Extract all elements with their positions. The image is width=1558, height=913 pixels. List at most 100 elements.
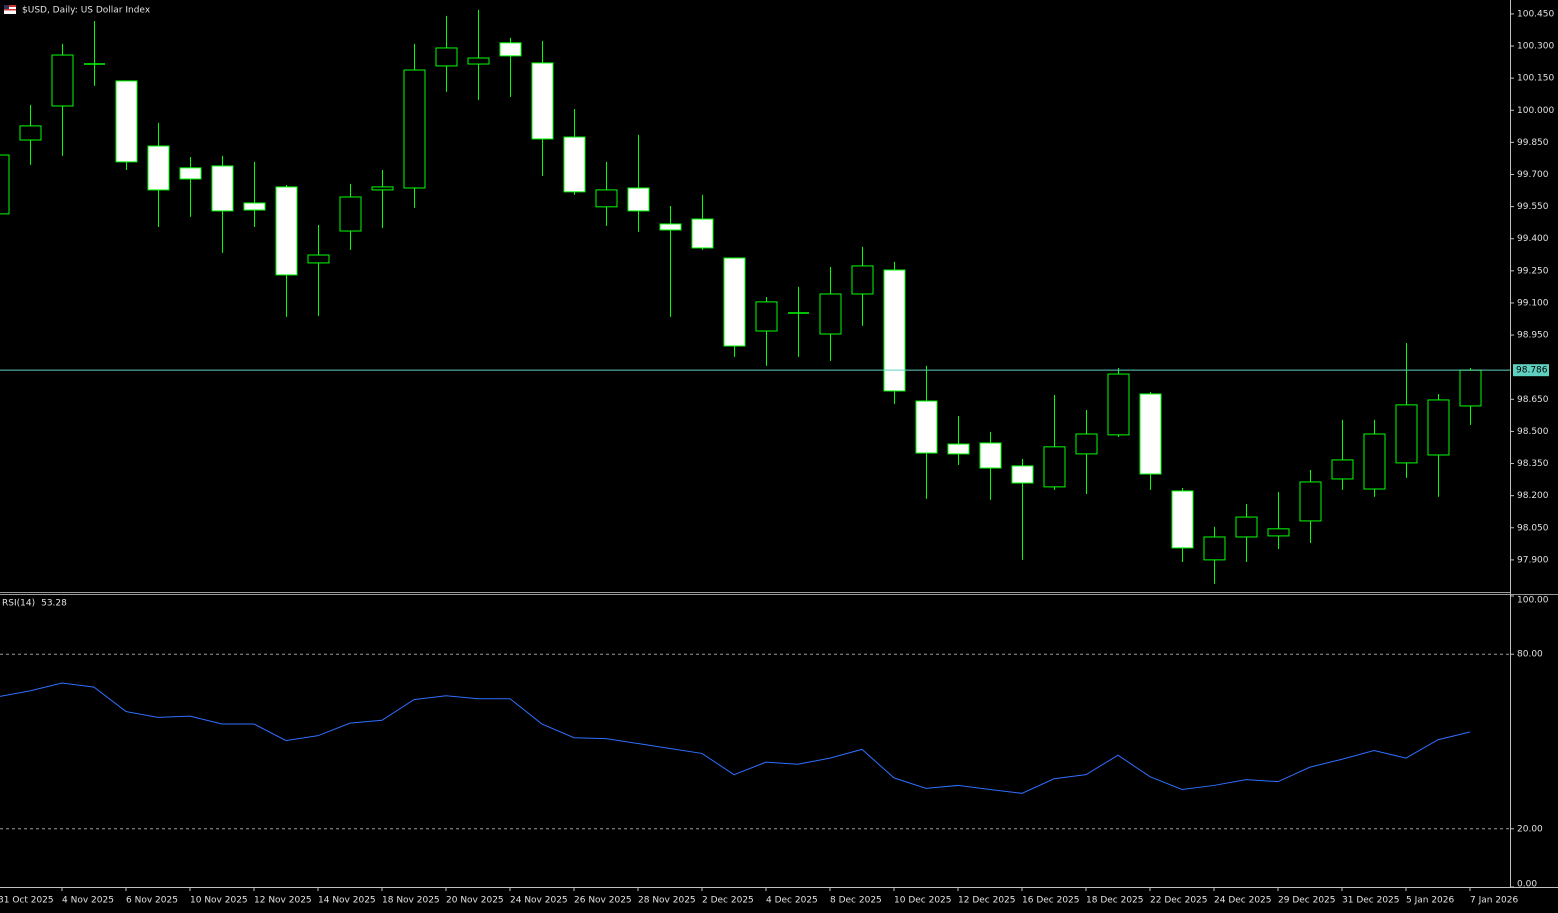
candle-body <box>179 167 202 180</box>
candle-body <box>147 145 170 191</box>
x-tick-label: 6 Nov 2025 <box>126 896 178 906</box>
y-tick-label: 100.000 <box>1517 106 1554 116</box>
candle-body <box>563 136 586 193</box>
x-tick-label: 14 Nov 2025 <box>318 896 376 906</box>
candle-body <box>595 189 618 208</box>
y-tick-label: 97.900 <box>1517 555 1549 565</box>
candle-body <box>1331 459 1354 480</box>
y-tick-label: 99.400 <box>1517 234 1549 244</box>
y-tick-label: 80.00 <box>1517 650 1543 660</box>
candle-body <box>979 442 1002 469</box>
x-tick-label: 28 Nov 2025 <box>638 896 696 906</box>
candle-body <box>1235 516 1258 538</box>
current-price-label: 98.786 <box>1516 366 1548 376</box>
indicator-value: 53.28 <box>41 599 67 609</box>
x-tick-label: 2 Dec 2025 <box>702 896 754 906</box>
candle-body <box>275 186 298 276</box>
candle-body <box>1043 446 1066 488</box>
current-price-box <box>1513 364 1549 377</box>
x-tick-label: 8 Dec 2025 <box>830 896 882 906</box>
candle-body <box>659 223 682 231</box>
y-tick-label: 99.250 <box>1517 266 1549 276</box>
candle-body <box>947 443 970 455</box>
candle-body <box>1427 399 1450 456</box>
y-tick-label: 98.650 <box>1517 395 1549 405</box>
x-tick-label: 22 Dec 2025 <box>1150 896 1208 906</box>
x-tick-label: 4 Nov 2025 <box>62 896 114 906</box>
chart-title: $USD, Daily: US Dollar Index <box>22 6 151 16</box>
candle-body <box>467 57 490 65</box>
y-tick-label: 98.950 <box>1517 331 1549 341</box>
candle-body <box>499 42 522 57</box>
x-tick-label: 20 Nov 2025 <box>446 896 504 906</box>
candle-body <box>307 254 330 264</box>
candle-body <box>1139 393 1162 475</box>
candle-body <box>0 154 10 215</box>
y-tick-label: 99.100 <box>1517 298 1549 308</box>
candle-body <box>1395 404 1418 464</box>
candle-body <box>403 69 426 189</box>
candle-body <box>1267 528 1290 537</box>
x-tick-label: 10 Dec 2025 <box>894 896 952 906</box>
axes: 100.450 100.300 100.150 100.000 99.850 99.700… <box>0 9 1554 905</box>
y-tick-label: 100.00 <box>1517 596 1549 606</box>
x-tick-label: 7 Jan 2026 <box>1470 896 1518 906</box>
y-tick-label: 100.150 <box>1517 74 1554 84</box>
x-tick-label: 24 Nov 2025 <box>510 896 568 906</box>
y-tick-label: 98.050 <box>1517 523 1549 533</box>
candle-body <box>115 80 138 163</box>
candle-body <box>883 269 906 392</box>
candle-body <box>371 186 394 191</box>
y-tick-label: 98.350 <box>1517 459 1549 469</box>
candle-body <box>51 54 74 107</box>
x-tick-label: 31 Oct 2025 <box>0 896 54 906</box>
price-panel <box>0 9 1510 584</box>
candle-body <box>723 257 746 347</box>
symbol-flag <box>4 5 16 14</box>
candle-body <box>211 165 234 212</box>
candle-body <box>915 400 938 454</box>
x-tick-label: 10 Nov 2025 <box>190 896 248 906</box>
x-tick-label: 24 Dec 2025 <box>1214 896 1272 906</box>
candle-body <box>1299 481 1322 522</box>
candle-body <box>851 265 874 295</box>
y-tick-label: 0.00 <box>1517 880 1537 890</box>
candle-body <box>1203 536 1226 561</box>
y-tick-label: 100.300 <box>1517 42 1554 52</box>
indicator-name: RSI(14) <box>2 599 35 609</box>
x-tick-label: 18 Dec 2025 <box>1086 896 1144 906</box>
rsi-panel <box>0 653 1510 830</box>
candle-body <box>435 47 458 67</box>
candle-body <box>691 218 714 249</box>
candle-body <box>1075 433 1098 455</box>
candle-body <box>243 202 266 211</box>
x-tick-label: 18 Nov 2025 <box>382 896 440 906</box>
y-tick-label: 98.200 <box>1517 491 1549 501</box>
y-tick-label: 99.700 <box>1517 170 1549 180</box>
candle-body <box>755 301 778 332</box>
candle-body <box>531 62 554 140</box>
x-tick-label: 5 Jan 2026 <box>1406 896 1454 906</box>
x-tick-label: 26 Nov 2025 <box>574 896 632 906</box>
candle-body <box>1107 373 1130 436</box>
candle-body <box>19 125 42 141</box>
x-tick-label: 12 Nov 2025 <box>254 896 312 906</box>
y-tick-label: 99.850 <box>1517 138 1549 148</box>
x-tick-label: 29 Dec 2025 <box>1278 896 1336 906</box>
x-tick-label: 31 Dec 2025 <box>1342 896 1400 906</box>
y-tick-label: 20.00 <box>1517 824 1543 834</box>
candle-body <box>1011 465 1034 484</box>
y-tick-label: 99.550 <box>1517 202 1549 212</box>
candle-body <box>1363 433 1386 490</box>
x-tick-label: 4 Dec 2025 <box>766 896 818 906</box>
candle-body <box>339 196 362 232</box>
candle-body <box>1171 490 1194 549</box>
candle-body <box>1459 369 1482 407</box>
x-tick-label: 12 Dec 2025 <box>958 896 1016 906</box>
rsi-line <box>0 682 1471 794</box>
x-tick-label: 16 Dec 2025 <box>1022 896 1080 906</box>
y-tick-label: 100.450 <box>1517 9 1554 19</box>
